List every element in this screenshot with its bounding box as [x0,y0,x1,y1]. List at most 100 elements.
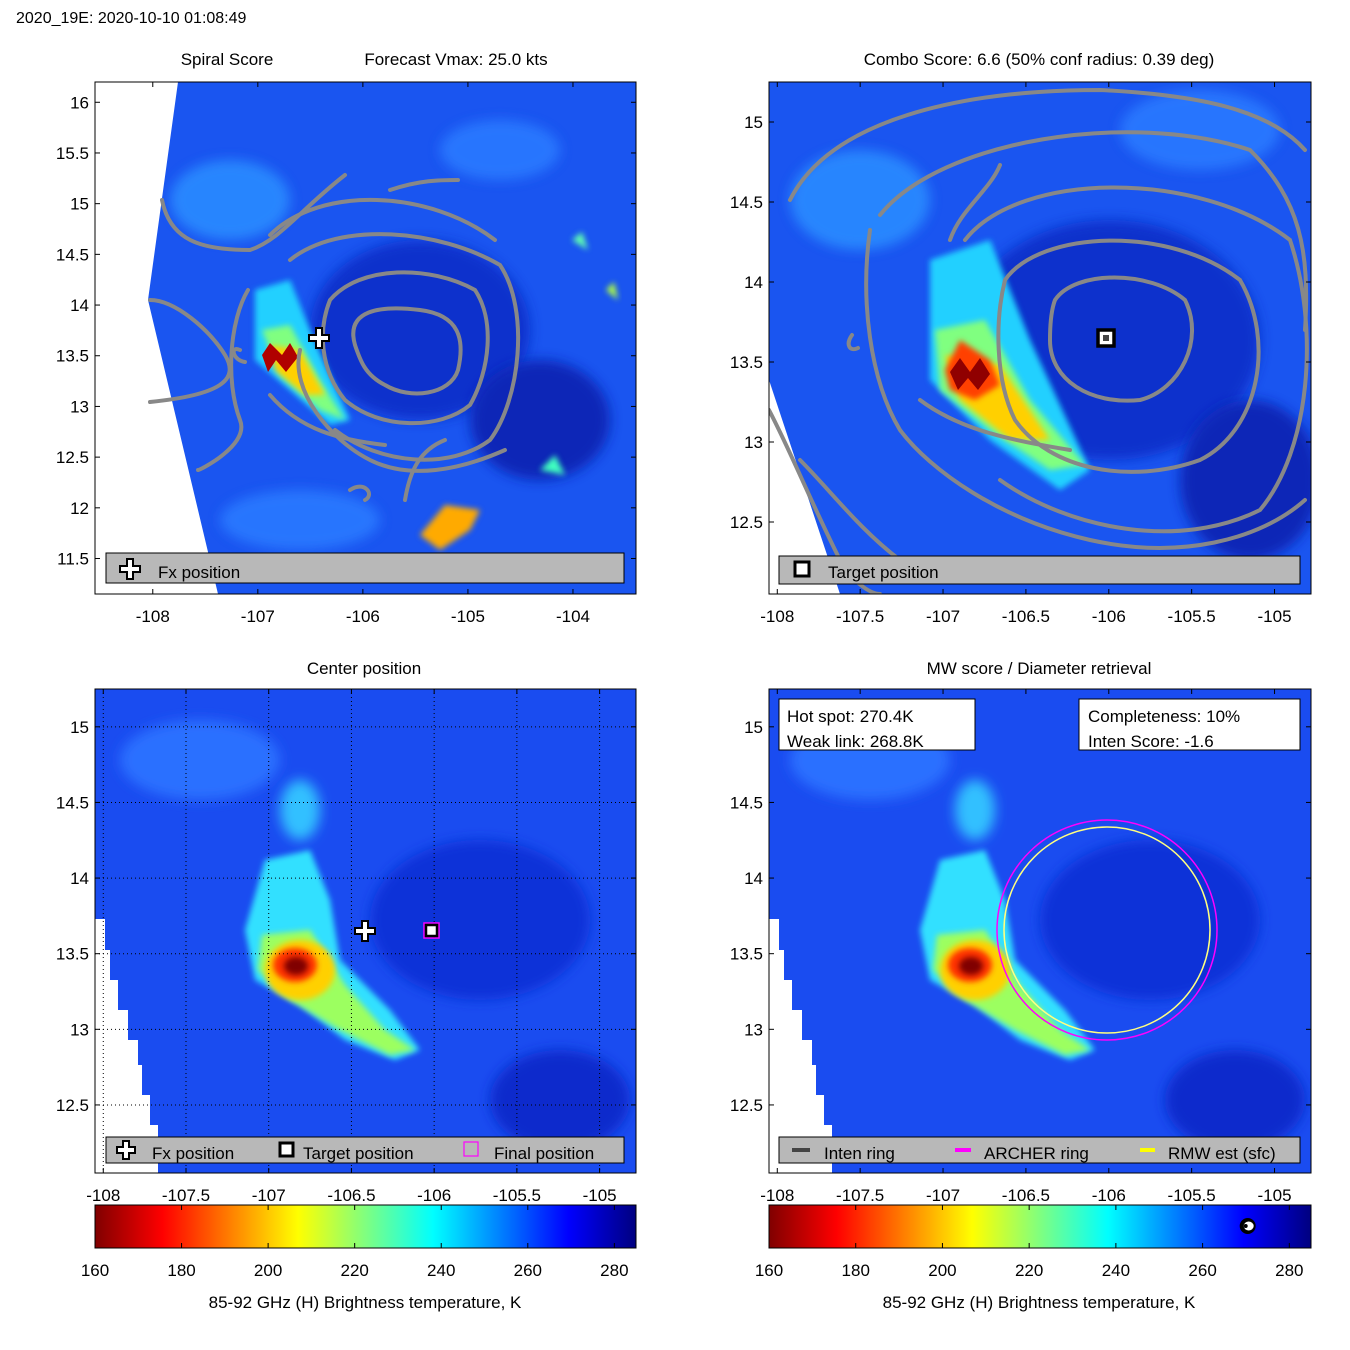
colorbar-tick-label: 260 [1188,1261,1216,1280]
y-tick-label: 13.5 [730,353,763,372]
center-tb-texture [120,720,630,1150]
mw-hot-spot-text: Hot spot: 270.4K [787,707,914,726]
center-legend: Fx position Target position Final positi… [105,1136,625,1164]
combo-y-axis: 15 14.5 14 13.5 13 12.5 [730,113,1311,532]
x-tick-label: -108 [760,1186,794,1205]
center-colorbar [94,1204,637,1249]
x-tick-label: -106 [346,607,380,626]
y-tick-label: 14.5 [56,245,89,264]
colorbar-tick-label: 260 [514,1261,542,1280]
center-no-data-region [95,919,158,1173]
spiral-title: Spiral Score [181,50,274,69]
x-tick-label: -108 [86,1186,120,1205]
mw-axes-box [768,688,1312,1174]
y-tick-label: 14.5 [730,793,763,812]
combo-target-marker-center [1103,335,1109,341]
mw-legend-rmw-label: RMW est (sfc) [1168,1144,1276,1163]
y-tick-label: 14 [70,296,89,315]
x-tick-label: -104 [556,607,590,626]
center-legend-fx-icon [118,1142,134,1158]
mw-archer-ring [996,819,1218,1041]
spiral-legend: Fx position [105,552,625,584]
x-tick-label: -105 [451,607,485,626]
x-tick-label: -106 [1092,1186,1126,1205]
y-tick-label: 15 [70,195,89,214]
y-tick-label: 12.5 [56,1096,89,1115]
colorbar-tick-label: 240 [427,1261,455,1280]
y-tick-label: 15.5 [56,144,89,163]
mw-y-axis: 15 14.5 14 13.5 13 12.5 [730,718,1311,1115]
y-tick-label: 13 [70,397,89,416]
spiral-contours [148,173,521,502]
center-y-axis: 15 14.5 14 13.5 13 12.5 [56,718,636,1115]
spiral-field-texture [170,120,610,550]
combo-legend-target-label: Target position [828,563,939,582]
colorbar-tick-label: 220 [1015,1261,1043,1280]
mw-completeness-box: Completeness: 10% Inten Score: -1.6 [1078,698,1301,751]
center-legend-fx-label: Fx position [152,1144,234,1163]
mw-colorbar-label: 85-92 GHz (H) Brightness temperature, K [883,1293,1196,1312]
y-tick-label: 12.5 [730,513,763,532]
colorbar-tick-label: 200 [254,1261,282,1280]
y-tick-label: 13 [744,1020,763,1039]
mw-legend-inten-label: Inten ring [824,1144,895,1163]
combo-axes-box [768,81,1312,595]
colorbar-tick-label: 240 [1102,1261,1130,1280]
mw-no-data-region [769,919,832,1173]
legend-target-icon [793,560,811,578]
center-final-marker [423,922,440,939]
center-tb-hotspot [245,850,420,1060]
mw-weak-link-text: Weak link: 268.8K [787,732,924,751]
y-tick-label: 13 [744,433,763,452]
combo-score-band [930,240,1090,490]
mw-legend-archer-label: ARCHER ring [984,1144,1089,1163]
x-tick-label: -106.5 [1002,1186,1050,1205]
colorbar-tick-label: 220 [340,1261,368,1280]
mw-colorbar-ticks: 160 180 200 220 240 260 280 [755,1205,1304,1280]
y-tick-label: 14 [744,869,763,888]
x-tick-label: -105 [1258,1186,1292,1205]
mw-colorbar-hotspot-marker [1239,1218,1256,1234]
combo-x-axis: -108 -107.5 -107 -106.5 -106 -105.5 -105 [760,82,1292,626]
center-axes-box [94,688,637,1174]
spiral-legend-fx-label: Fx position [158,563,240,582]
x-tick-label: -107 [252,1186,286,1205]
y-tick-label: 13.5 [730,945,763,964]
x-tick-label: -105.5 [1168,1186,1216,1205]
mw-hotspot-box: Hot spot: 270.4K Weak link: 268.8K [778,698,976,751]
y-tick-label: 13.5 [56,945,89,964]
colorbar-tick-label: 160 [81,1261,109,1280]
y-tick-label: 12 [70,499,89,518]
spiral-subtitle: Forecast Vmax: 25.0 kts [364,50,547,69]
x-tick-label: -105.5 [493,1186,541,1205]
x-tick-label: -108 [760,607,794,626]
mw-legend: Inten ring ARCHER ring RMW est (sfc) [778,1136,1301,1164]
mw-inten-score-text: Inten Score: -1.6 [1088,732,1214,751]
spiral-fx-marker [310,329,328,347]
center-target-marker [424,923,439,938]
y-tick-label: 15 [70,718,89,737]
colorbar-tick-label: 160 [755,1261,783,1280]
y-tick-label: 14.5 [56,793,89,812]
colorbar-marker-inner [1243,1221,1254,1231]
colorbar-tick-label: 180 [842,1261,870,1280]
y-tick-label: 14.5 [730,193,763,212]
center-legend-target-icon [278,1141,295,1158]
mw-rmw-ring [1003,826,1211,1034]
colorbar-tick-label: 280 [1275,1261,1303,1280]
center-fx-marker [356,922,374,940]
mw-title: MW score / Diameter retrieval [927,659,1152,678]
center-legend-final-icon [463,1141,479,1157]
combo-title: Combo Score: 6.6 (50% conf radius: 0.39 … [864,50,1215,69]
panel-combo-score: Combo Score: 6.6 (50% conf radius: 0.39 … [730,50,1312,626]
panel-center-position: Center position -108 -107.5 -107 -106.5 -106… [56,659,637,1312]
center-grid [95,689,636,1173]
x-tick-label: -105 [583,1186,617,1205]
colorbar-tick-label: 280 [600,1261,628,1280]
center-legend-final-label: Final position [494,1144,594,1163]
figure-title: 2020_19E: 2020-10-10 01:08:49 [16,10,247,27]
colorbar-tick-label: 180 [167,1261,195,1280]
x-tick-label: -107 [926,607,960,626]
y-tick-label: 13 [70,1020,89,1039]
panel-spiral-score: Spiral Score Forecast Vmax: 25.0 kts -10… [56,50,637,626]
